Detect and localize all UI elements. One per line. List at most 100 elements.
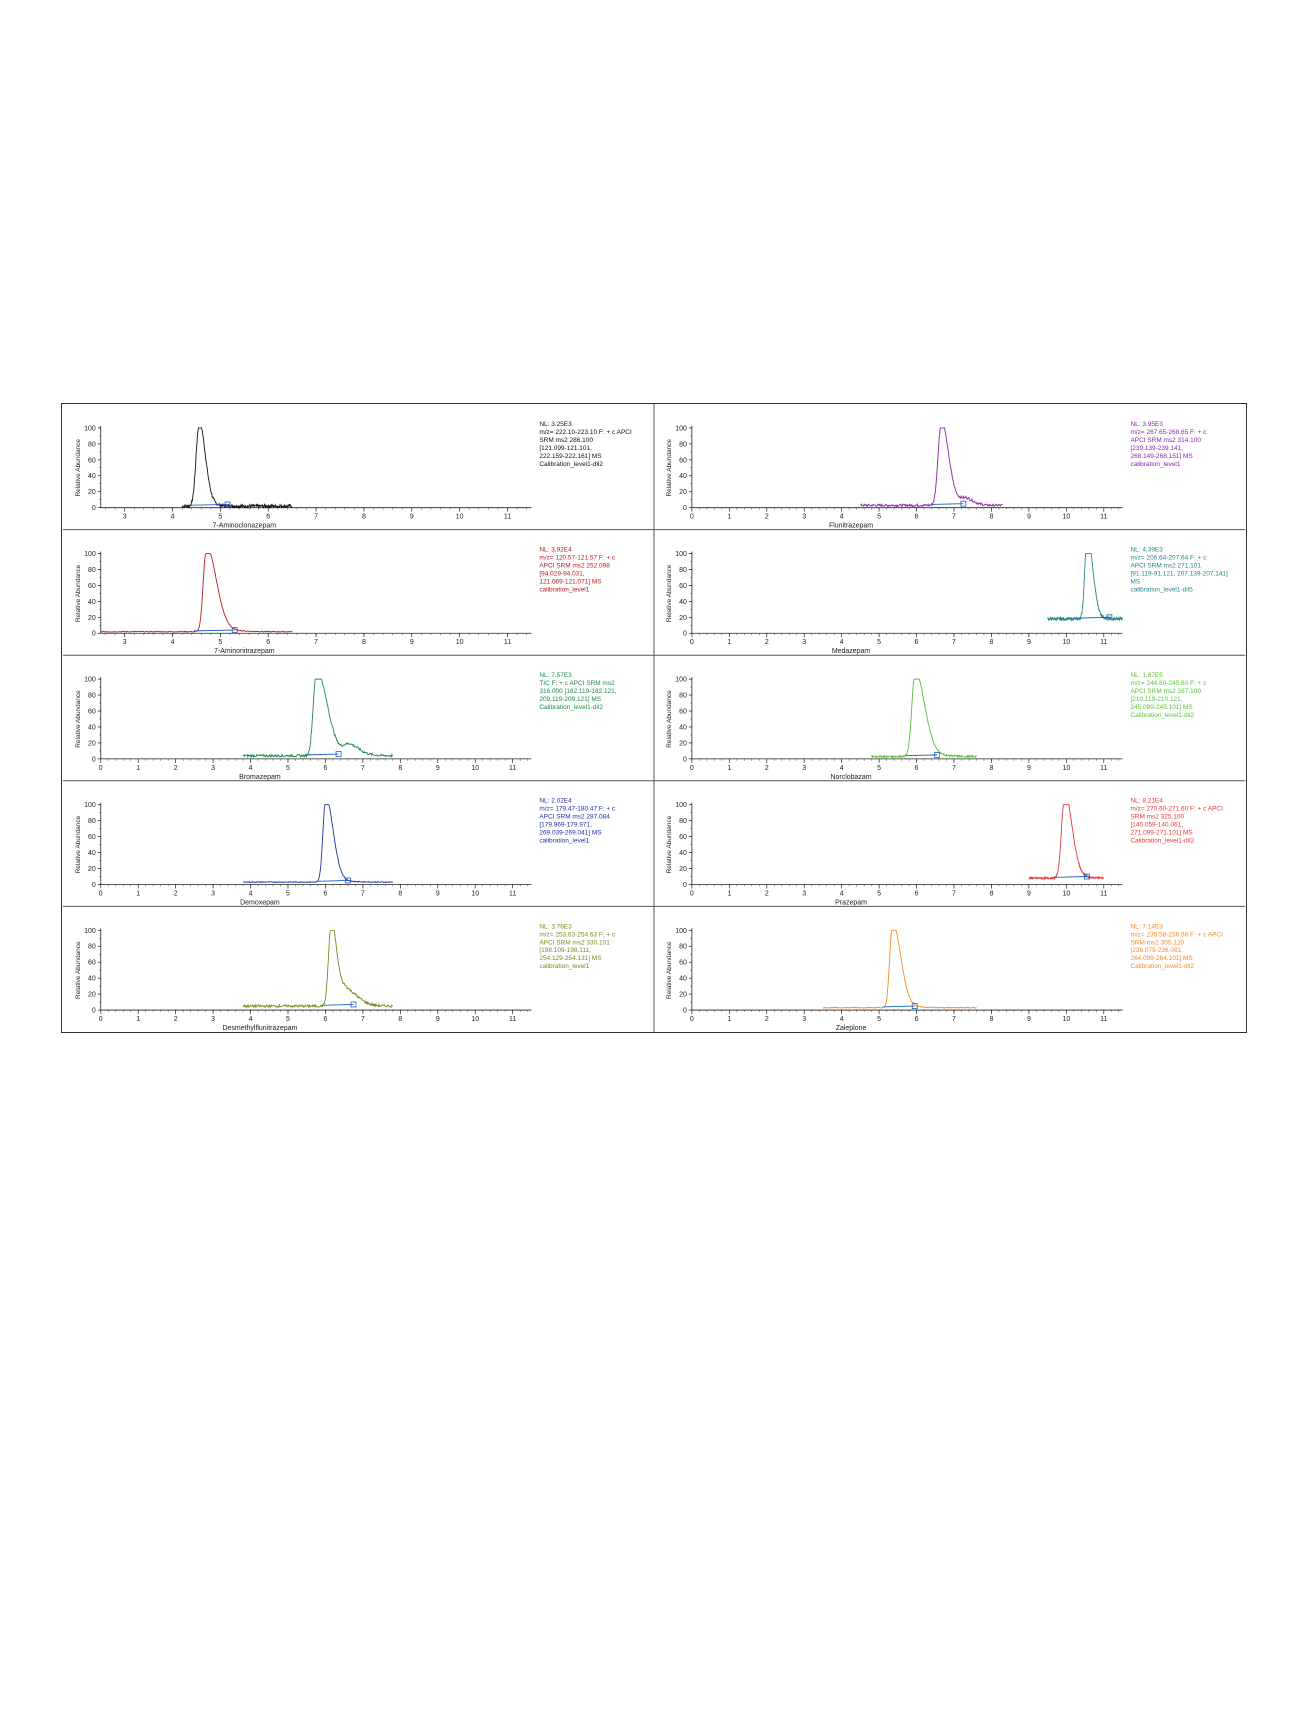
y-tick-label: 0 xyxy=(92,756,96,763)
x-tick-label: 6 xyxy=(323,1016,327,1023)
x-tick-label: 5 xyxy=(877,765,881,772)
x-tick-label: 8 xyxy=(398,765,402,772)
scan-info-line: m/z= 267.65-268.65 F: + c xyxy=(1130,429,1207,436)
x-tick-label: 1 xyxy=(727,514,731,521)
scan-info-line: m/z= 235.58-236.58 F: + c APCI xyxy=(1130,931,1223,938)
scan-info-line: calibration_level1 xyxy=(1130,461,1180,468)
x-tick-label: 9 xyxy=(1027,890,1031,897)
x-tick-label: 11 xyxy=(1100,639,1107,646)
chromatogram-trace xyxy=(242,804,394,884)
x-tick-label: 2 xyxy=(765,1016,769,1023)
integration-marker xyxy=(335,751,342,757)
x-tick-label: 11 xyxy=(509,765,516,772)
x-tick-label: 2 xyxy=(765,890,769,897)
x-tick-label: 7 xyxy=(952,890,956,897)
scan-info-line: [179.969-179.971, xyxy=(539,822,592,829)
x-tick-label: 3 xyxy=(802,514,806,521)
integration-marker xyxy=(934,751,941,758)
x-tick-label: 9 xyxy=(1027,1016,1031,1023)
x-tick-label: 8 xyxy=(990,514,994,521)
integration-baseline xyxy=(306,753,339,756)
x-tick-label: 5 xyxy=(877,514,881,521)
y-tick-label: 80 xyxy=(679,567,687,574)
y-axis-label: Relative Abundance xyxy=(666,690,673,748)
y-tick-label: 40 xyxy=(88,976,96,983)
x-tick-label: 6 xyxy=(323,890,327,897)
x-tick-label: 6 xyxy=(915,890,919,897)
scan-info-line: m/z= 222.10-223.10 F: + c APCI xyxy=(539,429,632,436)
scan-info-line: NL: 7.14E3 xyxy=(1130,923,1163,930)
scan-info-line: NL: 7.57E3 xyxy=(539,672,572,679)
scan-info-line: Calibration_level1-dil2 xyxy=(539,704,603,711)
x-tick-label: 10 xyxy=(456,639,464,646)
y-tick-label: 40 xyxy=(88,599,96,606)
x-tick-label: 1 xyxy=(136,890,140,897)
x-tick-label: 7 xyxy=(361,765,365,772)
chromatogram-trace xyxy=(242,678,394,759)
y-tick-label: 60 xyxy=(679,457,687,464)
x-axis-label: Flunitrazepam xyxy=(829,523,873,530)
y-tick-label: 100 xyxy=(675,928,687,935)
integration-marker xyxy=(224,501,231,508)
x-tick-label: 11 xyxy=(1100,1016,1107,1023)
x-tick-label: 9 xyxy=(1027,765,1031,772)
x-tick-label: 7 xyxy=(952,514,956,521)
scan-info-line: 222.159-222.161] MS xyxy=(539,453,602,460)
x-tick-label: 5 xyxy=(286,1016,290,1023)
y-axis-label: Relative Abundance xyxy=(75,690,82,748)
y-axis-label: Relative Abundance xyxy=(666,941,673,999)
x-tick-label: 1 xyxy=(727,1016,731,1023)
x-tick-label: 1 xyxy=(136,1016,140,1023)
x-tick-label: 9 xyxy=(410,639,414,646)
x-tick-label: 9 xyxy=(410,514,414,521)
integration-marker xyxy=(911,1003,918,1009)
y-tick-label: 60 xyxy=(88,457,96,464)
x-axis-label: Bromazepam xyxy=(239,774,281,781)
x-tick-label: 11 xyxy=(1100,514,1107,521)
x-tick-label: 10 xyxy=(471,890,479,897)
y-tick-label: 40 xyxy=(679,473,687,480)
scan-info-line: calibration_level1 xyxy=(539,838,589,845)
x-tick-label: 6 xyxy=(266,514,270,521)
x-tick-label: 4 xyxy=(840,765,844,772)
y-tick-label: 100 xyxy=(84,425,96,432)
y-tick-label: 0 xyxy=(683,756,687,763)
y-tick-label: 0 xyxy=(92,631,96,638)
x-tick-label: 2 xyxy=(765,639,769,646)
y-tick-label: 100 xyxy=(84,551,96,558)
x-tick-label: 10 xyxy=(1062,1016,1070,1023)
y-tick-label: 20 xyxy=(679,992,687,999)
scan-info-line: [140.059-140.061, xyxy=(1130,822,1183,829)
scan-info-line: m/z= 179.47-180.47 F: + c xyxy=(539,806,616,813)
x-tick-label: 2 xyxy=(174,890,178,897)
scan-info-line: [210.119-210.121, xyxy=(1130,696,1182,703)
y-tick-label: 20 xyxy=(679,615,687,622)
chromatogram-panel: Relative Abundance 0 20 40 60 80 100 0 1 2 3 4 5 6 7 8 9… xyxy=(666,547,1228,656)
x-tick-label: 0 xyxy=(690,890,694,897)
y-tick-label: 0 xyxy=(92,882,96,889)
y-tick-label: 100 xyxy=(675,802,687,809)
scan-info-line: 271.099-271.101] MS xyxy=(1130,830,1193,837)
y-tick-label: 20 xyxy=(88,740,96,747)
y-tick-label: 100 xyxy=(675,425,687,432)
x-tick-label: 6 xyxy=(266,639,270,646)
x-tick-label: 11 xyxy=(509,1016,516,1023)
x-axis-label: Prazepam xyxy=(835,899,867,906)
scan-info-line: m/z= 120.57-121.57 F: + c xyxy=(539,555,616,562)
x-tick-label: 6 xyxy=(915,765,919,772)
scan-info-line: calibration_level1 xyxy=(539,586,589,593)
x-tick-label: 1 xyxy=(136,765,140,772)
scan-info-line: TIC F: + c APCI SRM ms2 xyxy=(539,680,615,687)
scan-info-line: m/z= 206.64-207.64 F: + c xyxy=(1130,555,1207,562)
integration-baseline xyxy=(931,503,964,505)
x-tick-label: 2 xyxy=(765,765,769,772)
y-tick-label: 100 xyxy=(84,802,96,809)
x-tick-label: 8 xyxy=(990,890,994,897)
y-tick-label: 80 xyxy=(88,441,96,448)
y-tick-label: 60 xyxy=(88,834,96,841)
scan-info-line: [236.079-236.081, xyxy=(1130,947,1183,954)
chromatogram-panel: Relative Abundance 0 20 40 60 80 100 3 4 5 6 7 8 9 10 1… xyxy=(75,421,632,530)
chromatogram-trace xyxy=(100,553,293,633)
x-tick-label: 7 xyxy=(952,639,956,646)
scan-info-line: 264.099-264.101] MS xyxy=(1130,955,1193,962)
